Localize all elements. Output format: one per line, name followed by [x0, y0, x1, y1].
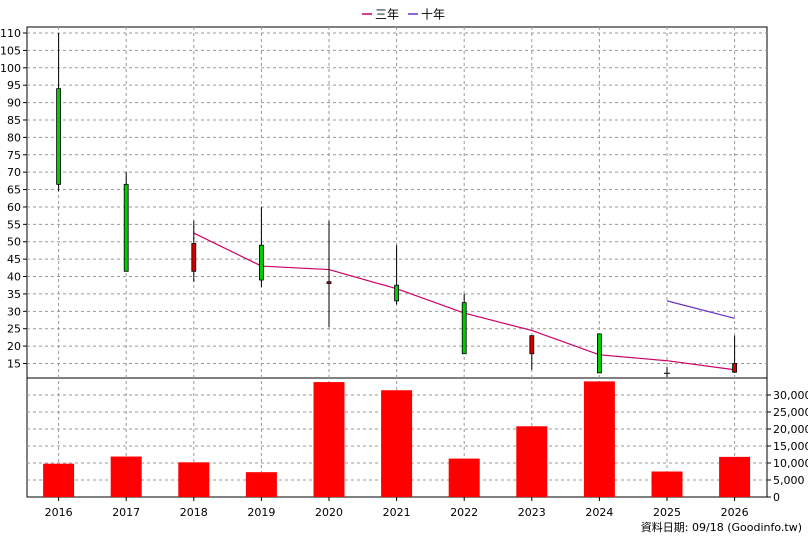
price-tick-label: 45: [7, 253, 21, 266]
candle: [394, 245, 400, 305]
candle: [597, 333, 602, 374]
price-tick-label: 80: [7, 131, 21, 144]
price-tick-label: 90: [7, 97, 21, 110]
legend-label: 三年: [375, 8, 399, 22]
candle-body: [258, 244, 264, 281]
volume-tick-label: 30,000: [773, 389, 808, 402]
candle: [732, 335, 737, 373]
volume-bar: [583, 381, 615, 497]
candle: [258, 206, 264, 287]
x-tick-label: 2019: [247, 506, 275, 519]
volume-bar: [245, 472, 277, 497]
volume-bar: [43, 463, 75, 497]
volume-tick-label: 20,000: [773, 423, 808, 436]
volume-tick-label: 15,000: [773, 440, 808, 453]
candle-body: [394, 284, 400, 302]
price-tick-label: 40: [7, 271, 21, 284]
legend: 三年 十年: [362, 8, 445, 22]
candle-body: [732, 363, 737, 373]
price-tick-label: 100: [0, 62, 21, 75]
x-tick-label: 2020: [315, 506, 343, 519]
volume-bar: [110, 456, 142, 497]
price-tick-label: 35: [7, 288, 21, 301]
footer-date: 資料日期: 09/18: [640, 521, 724, 534]
price-tick-label: 15: [7, 358, 21, 371]
candle: [326, 220, 332, 327]
footer-source: (Goodinfo.tw): [727, 521, 802, 534]
x-tick-label: 2024: [585, 506, 613, 519]
candle-body: [56, 88, 61, 185]
volume-bar: [313, 382, 345, 497]
x-tick-label: 2025: [653, 506, 681, 519]
candle-body: [597, 333, 602, 374]
volume-bar: [516, 426, 548, 497]
candle-body: [529, 335, 535, 355]
candle: [529, 335, 535, 370]
price-tick-label: 75: [7, 149, 21, 162]
candle: [191, 220, 197, 282]
price-tick-label: 30: [7, 305, 21, 318]
x-tick-label: 2022: [450, 506, 478, 519]
x-tick-label: 2026: [721, 506, 749, 519]
volume-bar: [651, 471, 683, 497]
volume-bar: [448, 458, 480, 497]
price-tick-label: 20: [7, 340, 21, 353]
legend-label: 十年: [421, 8, 445, 22]
x-tick-label: 2017: [112, 506, 140, 519]
x-tick-label: 2016: [45, 506, 73, 519]
price-tick-label: 50: [7, 236, 21, 249]
volume-tick-label: 0: [773, 491, 780, 504]
candle: [461, 293, 467, 355]
candle-body: [326, 281, 332, 284]
candle: [123, 172, 129, 272]
candle: [56, 33, 61, 192]
price-tick-label: 55: [7, 218, 21, 231]
candle-body: [123, 183, 129, 272]
volume-tick-label: 5,000: [773, 474, 805, 487]
volume-bar: [719, 456, 751, 497]
volume-bar: [178, 462, 210, 497]
volume-bar: [381, 390, 413, 497]
price-tick-label: 105: [0, 44, 21, 57]
price-tick-label: 60: [7, 201, 21, 214]
series-line-十年: [666, 300, 735, 319]
x-tick-label: 2021: [383, 506, 411, 519]
price-tick-label: 25: [7, 323, 21, 336]
volume-tick-label: 10,000: [773, 457, 808, 470]
candle: [664, 366, 670, 378]
price-tick-label: 65: [7, 184, 21, 197]
footer: 資料日期: 09/18 (Goodinfo.tw): [641, 519, 802, 535]
x-tick-label: 2018: [180, 506, 208, 519]
volume-tick-label: 25,000: [773, 406, 808, 419]
candle-body: [461, 302, 467, 355]
x-tick-label: 2023: [518, 506, 546, 519]
price-tick-label: 95: [7, 79, 21, 92]
candle-body: [191, 243, 197, 272]
price-tick-label: 110: [0, 27, 21, 40]
price-tick-label: 70: [7, 166, 21, 179]
price-tick-label: 85: [7, 114, 21, 127]
